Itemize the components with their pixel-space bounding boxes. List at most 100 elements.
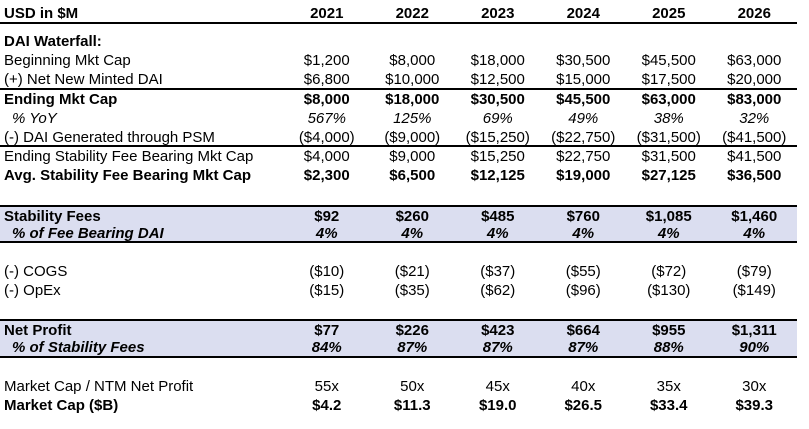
row-label: Avg. Stability Fee Bearing Mkt Cap [4, 167, 251, 185]
cell: $26.5 [564, 396, 603, 414]
row-label: % YoY [12, 109, 57, 127]
cell: ($15) [309, 282, 345, 300]
cell: $22,750 [556, 148, 611, 166]
cell: $760 [566, 207, 600, 225]
cell: $12,500 [470, 71, 525, 89]
table-row: Avg. Stability Fee Bearing Mkt Cap $2,300… [0, 166, 797, 185]
row-label: % of Fee Bearing DAI [12, 224, 164, 241]
cell: $36,500 [727, 167, 782, 185]
row-label: Ending Mkt Cap [4, 90, 118, 108]
row-label: Ending Stability Fee Bearing Mkt Cap [4, 148, 254, 166]
year-column-header: 2026 [737, 5, 771, 22]
cell: 567% [307, 109, 346, 127]
table-row: (-) OpEx ($15) ($35) ($62) ($96) ($130) ($149) [0, 281, 797, 300]
cell: $19.0 [478, 396, 517, 414]
spacer-row [0, 186, 797, 205]
cell: ($41,500) [722, 128, 787, 146]
cell: 125% [393, 109, 432, 127]
row-label: (-) COGS [4, 262, 68, 280]
cell: 4% [572, 224, 595, 242]
table-body: DAI Waterfall: Beginning Mkt Cap $1,200 $8,… [0, 32, 797, 415]
table-row: Market Cap ($B) $4.2 $11.3 $19.0 $26.5 $33.4 $… [0, 396, 797, 415]
cell: $664 [566, 322, 600, 340]
cell: $92 [314, 207, 340, 225]
cell: $226 [395, 322, 429, 340]
cell: 87% [397, 339, 428, 357]
year-column-header: 2024 [566, 5, 600, 22]
cell: $33.4 [649, 396, 688, 414]
cell: 69% [482, 109, 513, 127]
cell: ($15,250) [465, 128, 530, 146]
cell: $10,000 [385, 71, 440, 89]
cell: 4% [486, 224, 509, 242]
cell: $19,000 [556, 167, 611, 185]
table-row: DAI Waterfall: [0, 32, 797, 51]
cell: 55x [314, 377, 339, 395]
row-label: Net Profit [4, 322, 72, 339]
cell: $6,500 [389, 167, 436, 185]
year-column-header: 2021 [310, 5, 344, 22]
cell: 30x [742, 377, 767, 395]
cell: $30,500 [470, 90, 525, 108]
cell: ($79) [736, 262, 772, 280]
cell: ($55) [565, 262, 601, 280]
cell: 4% [657, 224, 680, 242]
financial-model-table: USD in $M 2021 2022 2023 2024 2025 2026 … [0, 5, 797, 415]
table-row: (+) Net New Minted DAI $6,800 $10,000 $12,5… [0, 70, 797, 90]
table-row: Net Profit $77 $226 $423 $664 $955 $1,311 [0, 319, 797, 340]
row-label: Market Cap ($B) [4, 396, 119, 414]
cell: $63,000 [727, 52, 782, 70]
table-row: Beginning Mkt Cap $1,200 $8,000 $18,000 $30,… [0, 51, 797, 70]
cell: $11.3 [393, 396, 431, 414]
cell: $18,000 [470, 52, 525, 70]
cell: $77 [314, 322, 340, 340]
cell: $4,000 [303, 148, 350, 166]
cell: 88% [653, 339, 684, 357]
cell: $45,500 [556, 90, 611, 108]
cell: $27,125 [641, 167, 696, 185]
row-label: Stability Fees [4, 207, 101, 224]
cell: ($31,500) [636, 128, 701, 146]
cell: 35x [656, 377, 681, 395]
cell: ($149) [732, 282, 776, 300]
cell: 4% [315, 224, 338, 242]
cell: $1,311 [731, 322, 777, 340]
table-row: Market Cap / NTM Net Profit 55x 50x 45x 40x 3… [0, 377, 797, 396]
cell: ($35) [394, 282, 430, 300]
cell: 84% [311, 339, 342, 357]
table-row: Ending Mkt Cap $8,000 $18,000 $30,500 $45,50… [0, 90, 797, 109]
spacer-row [0, 300, 797, 319]
cell: $8,000 [389, 52, 436, 70]
cell: $41,500 [727, 148, 782, 166]
cell: $12,125 [470, 167, 525, 185]
table-row: (-) DAI Generated through PSM ($4,000) ($9… [0, 128, 797, 148]
spacer-row [0, 358, 797, 377]
cell: 32% [739, 109, 770, 127]
cell: 38% [653, 109, 684, 127]
cell: $1,085 [645, 207, 692, 225]
cell: ($10) [309, 262, 345, 280]
table-row: Stability Fees $92 $260 $485 $760 $1,085 $1,46… [0, 204, 797, 225]
cell: $2,300 [303, 167, 350, 185]
cell: ($96) [565, 282, 601, 300]
cell: $17,500 [641, 71, 696, 89]
cell: $30,500 [556, 52, 611, 70]
cell: 40x [571, 377, 596, 395]
cell: $955 [652, 322, 686, 340]
row-label: (+) Net New Minted DAI [4, 71, 163, 88]
table-row: (-) COGS ($10) ($21) ($37) ($55) ($72) ($79) [0, 262, 797, 281]
row-label: (-) OpEx [4, 282, 61, 300]
cell: 87% [568, 339, 599, 357]
cell: ($9,000) [384, 128, 441, 146]
cell: $45,500 [641, 52, 696, 70]
row-label: (-) DAI Generated through PSM [4, 128, 215, 146]
cell: 4% [401, 224, 424, 242]
cell: $63,000 [641, 90, 696, 108]
cell: ($130) [647, 282, 691, 300]
cell: 90% [739, 339, 770, 357]
cell: $39.3 [735, 396, 774, 414]
cell: 49% [568, 109, 599, 127]
cell: $423 [481, 322, 515, 340]
cell: ($62) [480, 282, 516, 300]
cell: $6,800 [303, 71, 350, 89]
